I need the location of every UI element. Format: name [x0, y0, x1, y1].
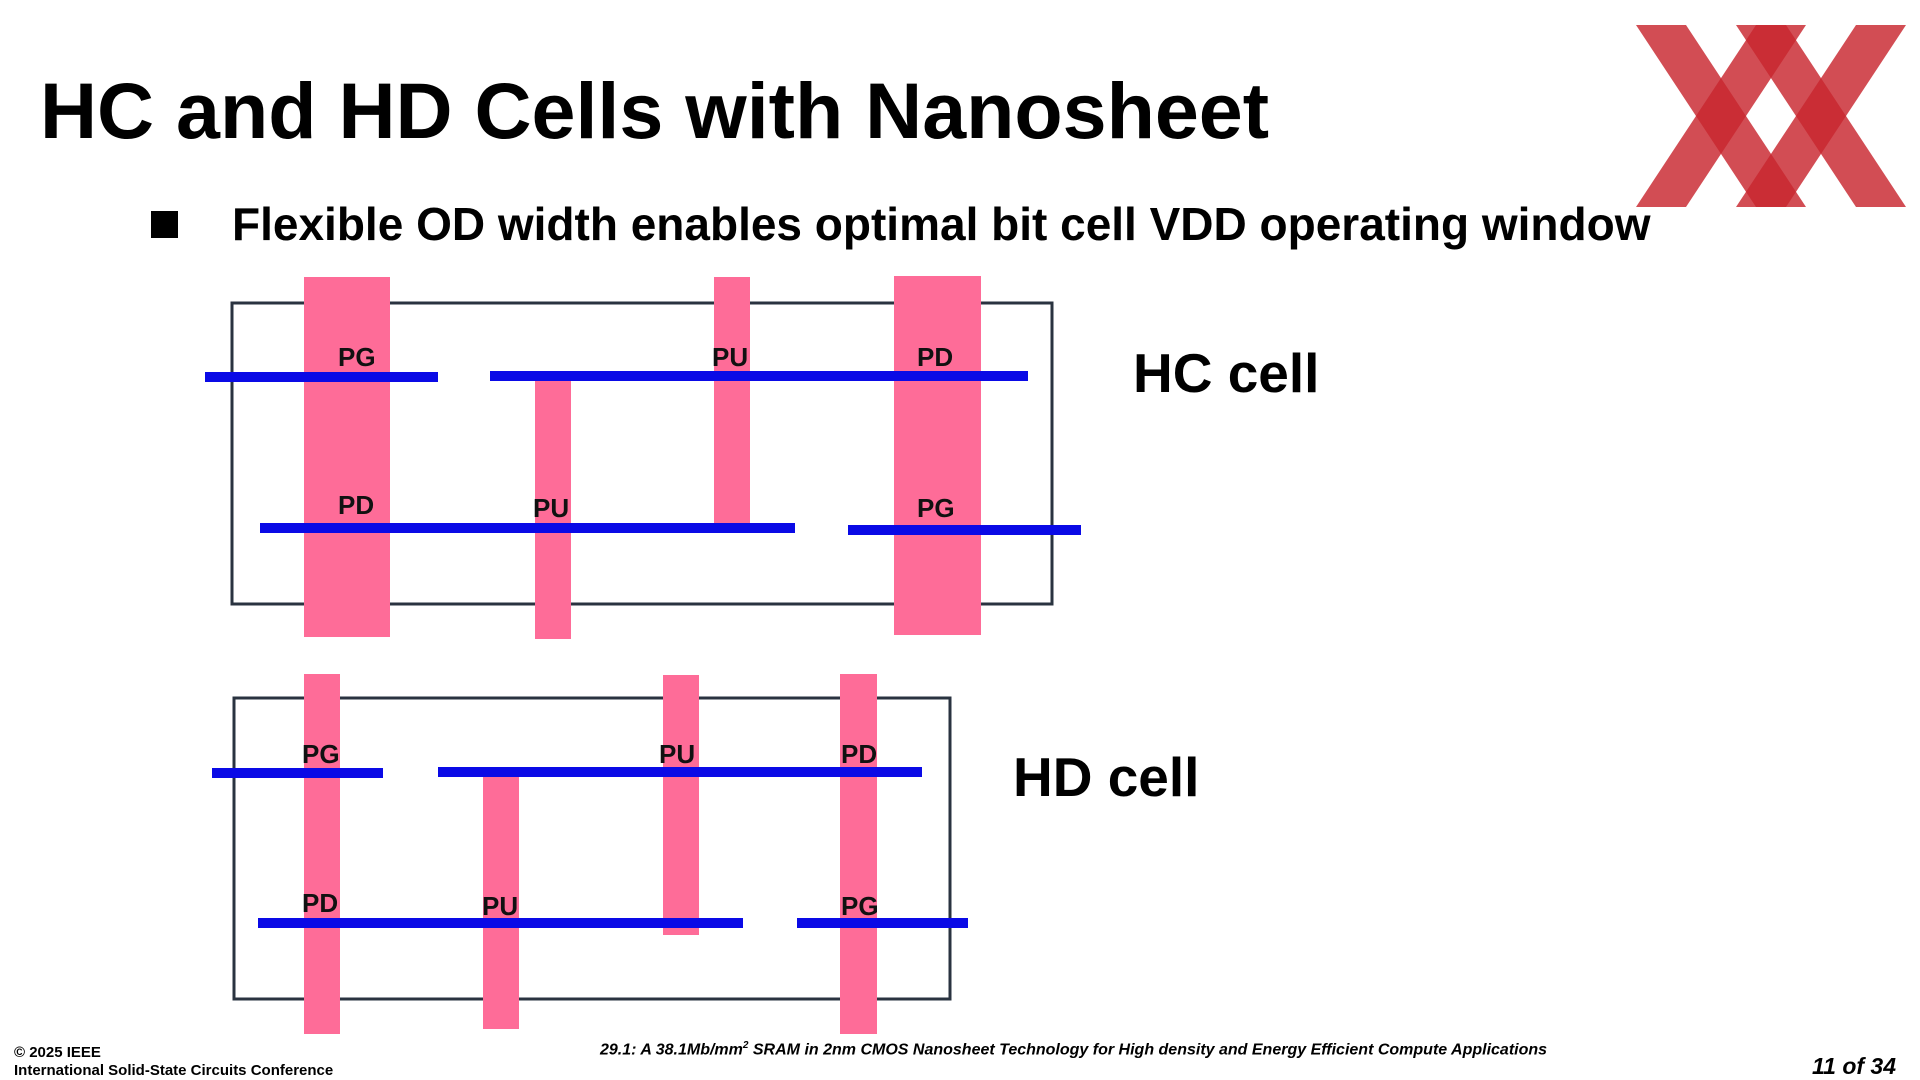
hc-cell-label: HC cell — [1133, 342, 1320, 404]
hc-label-pg-bottom: PG — [917, 493, 955, 523]
hc-gate-top-left — [205, 372, 438, 382]
footer-conference: International Solid-State Circuits Confe… — [14, 1062, 334, 1079]
hd-label-pu-bottom: PU — [482, 891, 518, 921]
footer-copyright-block: © 2025 IEEE International Solid-State Ci… — [14, 1044, 333, 1080]
hd-od-right — [840, 674, 877, 1034]
hd-od-pu-lower — [483, 772, 519, 1029]
page-number: 11 of 34 — [1812, 1053, 1896, 1079]
hc-gate-top-right — [490, 371, 1028, 381]
hc-od-right — [894, 276, 981, 635]
hd-label-pd-top: PD — [841, 739, 877, 769]
hd-od-left — [304, 674, 340, 1034]
bullet-marker — [151, 211, 178, 238]
hc-label-pd-bottom: PD — [338, 490, 374, 520]
footer-copyright: © 2025 IEEE — [14, 1044, 101, 1061]
paper-title-prefix: 29.1: A 38.1Mb/mm — [600, 1041, 743, 1059]
hd-gate-top-left — [212, 768, 383, 778]
hd-cell-boundary — [232, 696, 952, 1001]
paper-title-superscript: 2 — [742, 1040, 749, 1051]
bullet-text: Flexible OD width enables optimal bit ce… — [232, 198, 1651, 250]
isscc-logo-icon — [1636, 25, 1906, 207]
hd-label-pg-bottom: PG — [841, 891, 879, 921]
hc-label-pg-top: PG — [338, 342, 376, 372]
hd-cell-label: HD cell — [1013, 746, 1200, 808]
hd-label-pu-top: PU — [659, 739, 695, 769]
hc-gate-bottom-left — [260, 523, 795, 533]
hd-label-pg-top: PG — [302, 739, 340, 769]
hc-gate-bottom-right — [848, 525, 1081, 535]
page-title: HC and HD Cells with Nanosheet — [40, 66, 1270, 155]
hd-gate-bottom-left — [258, 918, 743, 928]
hc-od-left — [304, 277, 390, 637]
hd-gate-bottom-right — [797, 918, 968, 928]
hd-cell-diagram: PG PU PD PD PU PG — [212, 674, 968, 1034]
hc-od-pu-upper — [714, 277, 750, 524]
hc-od-pu-lower — [535, 379, 571, 639]
hc-cell-boundary — [230, 301, 1054, 606]
hc-label-pu-top: PU — [712, 342, 748, 372]
hd-gate-top-right — [438, 767, 922, 777]
paper-title-suffix: SRAM in 2nm CMOS Nanosheet Technology fo… — [748, 1041, 1548, 1059]
hd-od-pu-upper — [663, 675, 699, 935]
hc-label-pu-bottom: PU — [533, 493, 569, 523]
hd-label-pd-bottom: PD — [302, 888, 338, 918]
hc-cell-diagram: PG PU PD PD PU PG — [205, 276, 1081, 639]
hc-label-pd-top: PD — [917, 342, 953, 372]
footer-paper-title: 29.1: A 38.1Mb/mm2 SRAM in 2nm CMOS Nano… — [600, 1040, 1547, 1059]
